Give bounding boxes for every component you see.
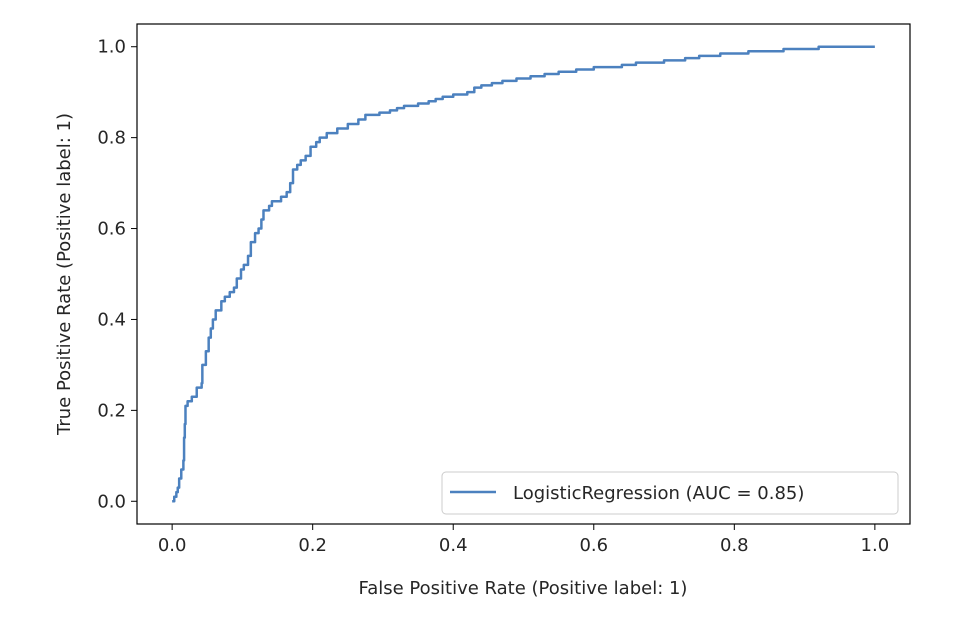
y-axis-label: True Positive Rate (Positive label: 1) [54, 113, 75, 436]
y-tick-label: 1.0 [97, 37, 126, 58]
x-axis-label: False Positive Rate (Positive label: 1) [359, 578, 688, 599]
y-tick-label: 0.6 [97, 219, 126, 240]
plot-lines [172, 45, 875, 503]
legend-label: LogisticRegression (AUC = 0.85) [513, 483, 804, 504]
y-tick-label: 0.8 [97, 128, 126, 149]
x-tick-label: 0.6 [579, 535, 608, 556]
y-axis: 0.0 0.2 0.4 0.6 0.8 1.0 [97, 37, 137, 512]
y-tick-label: 0.0 [97, 491, 126, 512]
plot-frame [136, 23, 911, 525]
x-tick-label: 0.2 [298, 535, 327, 556]
y-tick-label: 0.2 [97, 400, 126, 421]
x-axis: 0.0 0.2 0.4 0.6 0.8 1.0 [158, 524, 889, 556]
y-tick-label: 0.4 [97, 309, 126, 330]
x-tick-label: 1.0 [861, 535, 890, 556]
legend: LogisticRegression (AUC = 0.85) [441, 471, 899, 515]
x-tick-label: 0.8 [720, 535, 749, 556]
roc-curve-line [172, 45, 875, 503]
x-tick-label: 0.0 [158, 535, 187, 556]
x-tick-label: 0.4 [439, 535, 468, 556]
legend-box [441, 471, 899, 515]
